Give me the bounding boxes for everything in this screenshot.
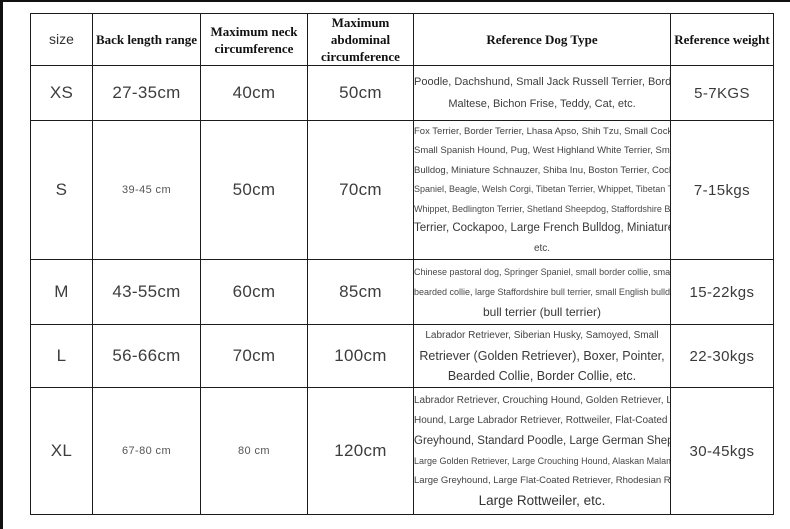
header-row: size Back length range Maximum neck circ…: [30, 13, 774, 66]
dog-type-line: Small Spanish Hound, Pug, West Highland …: [414, 145, 670, 157]
dog-type-line: bearded collie, large Staffordshire bull…: [414, 287, 671, 297]
dog-type-line: Maltese, Bichon Frise, Teddy, Cat, etc.: [448, 98, 636, 110]
size-cell: XS: [30, 65, 93, 121]
abdominal-cell: 70cm: [307, 120, 414, 260]
abdominal-cell: 120cm: [307, 387, 414, 515]
header-dog-type: Reference Dog Type: [413, 13, 671, 66]
header-abdominal-circumference: Maximum abdominal circumference: [307, 13, 414, 66]
dog-type-line: Greyhound, Standard Poodle, Large German…: [414, 435, 670, 447]
back-length-cell: 43-55cm: [92, 259, 201, 325]
size-cell: L: [30, 324, 93, 388]
top-edge-line: [0, 0, 790, 2]
dog-type-line: Large Golden Retriever, Large Crouching …: [414, 456, 671, 466]
neck-cell: 80 cm: [200, 387, 308, 515]
dog-type-line: Poodle, Dachshund, Small Jack Russell Te…: [414, 76, 670, 88]
dog-type-line: Fox Terrier, Border Terrier, Lhasa Apso,…: [414, 125, 671, 137]
size-cell: M: [30, 259, 93, 325]
back-length-cell: 67-80 cm: [92, 387, 201, 515]
back-length-cell: 56-66cm: [92, 324, 201, 388]
dog-type-line: Bulldog, Miniature Schnauzer, Shiba Inu,…: [414, 164, 671, 176]
table-row-m: M 43-55cm 60cm 85cm Chinese pastoral dog…: [30, 259, 774, 325]
weight-cell: 15-22kgs: [670, 259, 774, 325]
neck-cell: 40cm: [200, 65, 308, 121]
dog-type-line: Chinese pastoral dog, Springer Spaniel, …: [414, 267, 671, 277]
table-row-xl: XL 67-80 cm 80 cm 120cm Labrador Retriev…: [30, 387, 774, 515]
dog-type-line: bull terrier (bull terrier): [482, 305, 602, 319]
size-cell: XL: [30, 387, 93, 515]
dog-type-line: etc.: [533, 242, 551, 254]
dog-type-line: Whippet, Bedlington Terrier, Shetland Sh…: [414, 203, 671, 214]
neck-cell: 60cm: [200, 259, 308, 325]
abdominal-cell: 50cm: [307, 65, 414, 121]
weight-cell: 5-7KGS: [670, 65, 774, 121]
dog-type-cell: Fox Terrier, Border Terrier, Lhasa Apso,…: [413, 120, 671, 260]
weight-cell: 22-30kgs: [670, 324, 774, 388]
dog-type-line: Large Rottweiler, etc.: [478, 493, 606, 508]
dog-type-cell: Chinese pastoral dog, Springer Spaniel, …: [413, 259, 671, 325]
size-cell: S: [30, 120, 93, 260]
dog-type-line: Hound, Large Labrador Retriever, Rottwei…: [414, 415, 670, 426]
abdominal-cell: 100cm: [307, 324, 414, 388]
neck-cell: 70cm: [200, 324, 308, 388]
dog-type-line: Retriever (Golden Retriever), Boxer, Poi…: [419, 349, 665, 363]
back-length-cell: 27-35cm: [92, 65, 201, 121]
neck-cell: 50cm: [200, 120, 308, 260]
dog-type-cell: Labrador Retriever, Siberian Husky, Samo…: [413, 324, 671, 388]
dog-type-cell: Poodle, Dachshund, Small Jack Russell Te…: [413, 65, 671, 121]
dog-type-line: Large Greyhound, Large Flat-Coated Retri…: [414, 475, 671, 486]
header-neck-circumference: Maximum neck circumference: [200, 13, 308, 66]
dog-size-chart-table: size Back length range Maximum neck circ…: [30, 13, 774, 515]
table-row-s: S 39-45 cm 50cm 70cm Fox Terrier, Border…: [30, 120, 774, 260]
abdominal-cell: 85cm: [307, 259, 414, 325]
dog-type-line: Labrador Retriever, Crouching Hound, Gol…: [414, 395, 670, 406]
weight-cell: 30-45kgs: [670, 387, 774, 515]
header-size: size: [30, 13, 93, 66]
dog-type-line: Spaniel, Beagle, Welsh Corgi, Tibetan Te…: [414, 184, 671, 195]
header-weight: Reference weight: [670, 13, 774, 66]
dog-type-cell: Labrador Retriever, Crouching Hound, Gol…: [413, 387, 671, 515]
back-length-cell: 39-45 cm: [92, 120, 201, 260]
weight-cell: 7-15kgs: [670, 120, 774, 260]
dog-type-line: Labrador Retriever, Siberian Husky, Samo…: [425, 330, 659, 341]
left-edge-line: [0, 0, 3, 529]
header-back-length: Back length range: [92, 13, 201, 66]
table-row-l: L 56-66cm 70cm 100cm Labrador Retriever,…: [30, 324, 774, 388]
dog-type-line: Bearded Collie, Border Collie, etc.: [447, 369, 637, 383]
table-row-xs: XS 27-35cm 40cm 50cm Poodle, Dachshund, …: [30, 65, 774, 121]
dog-type-line: Terrier, Cockapoo, Large French Bulldog,…: [414, 222, 671, 235]
